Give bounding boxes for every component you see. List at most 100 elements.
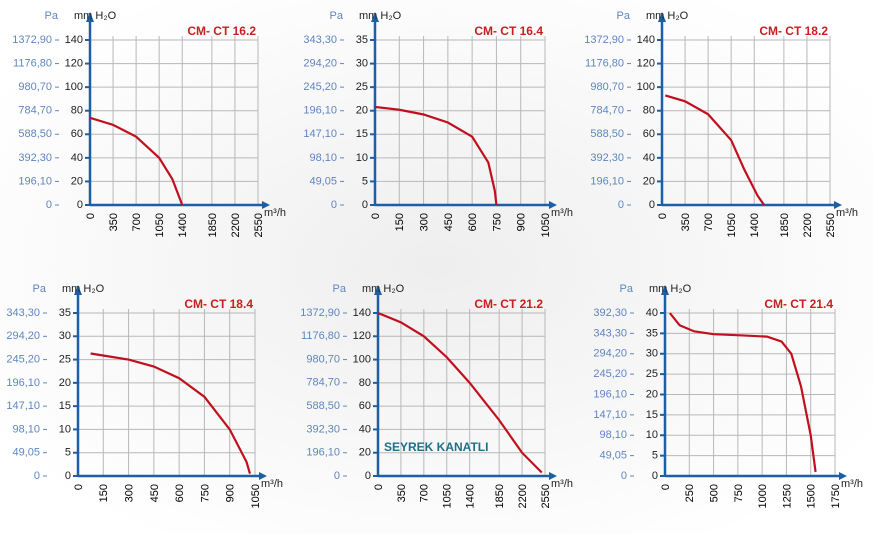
y-tick-label: 60 bbox=[359, 400, 371, 412]
y-axis-label: mm H₂O bbox=[646, 10, 689, 22]
chart-title: CM- CT 21.4 bbox=[764, 297, 833, 311]
y-tick-label: 40 bbox=[359, 423, 371, 435]
y-tick-label: 120 bbox=[65, 57, 83, 69]
x-tick-label: 900 bbox=[516, 213, 528, 231]
y-tick-label: 10 bbox=[356, 152, 368, 164]
y2-axis-label: Pa bbox=[620, 283, 634, 295]
y-tick-label: 30 bbox=[356, 57, 368, 69]
x-tick-label: 600 bbox=[467, 213, 479, 231]
y2-axis-label: Pa bbox=[617, 10, 631, 22]
y-axis-label: mm H₂O bbox=[362, 283, 405, 295]
y2-tick-label: 49,05 bbox=[599, 450, 627, 462]
x-tick-label: 500 bbox=[708, 484, 720, 502]
y2-tick-label: 784,70 bbox=[306, 377, 340, 389]
y2-tick-label: 196,10 bbox=[590, 175, 624, 187]
y2-tick-label: 196,10 bbox=[18, 175, 52, 187]
y2-axis-label: Pa bbox=[330, 10, 344, 22]
x-tick-label: 2200 bbox=[802, 213, 814, 237]
x-tick-label: 750 bbox=[733, 484, 745, 502]
y-tick-label: 10 bbox=[59, 423, 71, 435]
y-axis-arrow bbox=[374, 285, 382, 295]
x-tick-label: 1400 bbox=[749, 213, 761, 237]
y2-tick-label: 588,50 bbox=[590, 128, 624, 140]
y-axis-arrow bbox=[658, 12, 666, 22]
y2-tick-label: 1176,80 bbox=[301, 330, 340, 342]
y-tick-label: 25 bbox=[646, 368, 658, 380]
curve bbox=[377, 311, 543, 474]
y2-tick-label: 1176,80 bbox=[13, 57, 52, 69]
y-tick-label: 40 bbox=[646, 307, 658, 319]
y2-axis-label: Pa bbox=[33, 283, 47, 295]
y2-tick-label: 1176,80 bbox=[585, 57, 624, 69]
y2-tick-label: 343,30 bbox=[6, 307, 40, 319]
x-axis-arrow bbox=[834, 201, 842, 209]
x-tick-label: 700 bbox=[703, 213, 715, 231]
x-tick-label: 0 bbox=[660, 484, 672, 490]
curve bbox=[374, 105, 498, 206]
y-tick-label: 30 bbox=[646, 348, 658, 360]
y-tick-label: 5 bbox=[65, 447, 71, 459]
y2-axis-label: Pa bbox=[45, 10, 59, 22]
y2-tick-label: 0 bbox=[618, 199, 624, 211]
y-tick-label: 10 bbox=[646, 429, 658, 441]
y2-tick-label: 245,20 bbox=[593, 368, 627, 380]
y2-tick-label: 392,30 bbox=[18, 152, 52, 164]
x-tick-label: 1050 bbox=[154, 213, 166, 237]
chart-title: CM- CT 18.4 bbox=[184, 297, 253, 311]
x-tick-label: 1850 bbox=[207, 213, 219, 237]
y2-tick-label: 49,05 bbox=[309, 175, 337, 187]
y-tick-label: 140 bbox=[353, 307, 371, 319]
x-tick-label: 1400 bbox=[177, 213, 189, 237]
x-tick-label: 1050 bbox=[250, 484, 262, 508]
x-tick-label: 0 bbox=[85, 213, 97, 219]
y-tick-label: 20 bbox=[59, 377, 71, 389]
y-tick-label: 20 bbox=[646, 388, 658, 400]
annotation: SEYREK KANATLI bbox=[384, 440, 488, 454]
x-tick-label: 2550 bbox=[253, 213, 265, 237]
y-tick-label: 60 bbox=[643, 128, 655, 140]
y-tick-label: 140 bbox=[65, 34, 83, 46]
y-tick-label: 40 bbox=[71, 152, 83, 164]
x-tick-label: 1050 bbox=[540, 213, 552, 237]
y2-tick-label: 245,20 bbox=[6, 353, 40, 365]
y-tick-label: 5 bbox=[362, 175, 368, 187]
x-axis-label: m³/h bbox=[836, 207, 858, 219]
x-tick-label: 150 bbox=[394, 213, 406, 231]
chart-title: CM- CT 16.4 bbox=[474, 24, 543, 38]
x-tick-label: 1050 bbox=[442, 484, 454, 508]
y2-tick-label: 147,10 bbox=[6, 400, 40, 412]
x-tick-label: 450 bbox=[443, 213, 455, 231]
y-tick-label: 20 bbox=[356, 105, 368, 117]
y2-tick-label: 245,20 bbox=[303, 81, 337, 93]
y-tick-label: 0 bbox=[65, 470, 71, 482]
y-tick-label: 0 bbox=[362, 199, 368, 211]
x-axis-label: m³/h bbox=[841, 478, 863, 490]
x-tick-label: 750 bbox=[199, 484, 211, 502]
x-axis-label: m³/h bbox=[551, 478, 573, 490]
y2-tick-label: 1372,90 bbox=[300, 307, 340, 319]
y2-tick-label: 98,10 bbox=[309, 152, 337, 164]
x-tick-label: 350 bbox=[680, 213, 692, 231]
x-tick-label: 700 bbox=[131, 213, 143, 231]
y-tick-label: 20 bbox=[643, 175, 655, 187]
y2-tick-label: 1372,90 bbox=[584, 34, 624, 46]
y2-tick-label: 392,30 bbox=[306, 423, 340, 435]
y2-tick-label: 1372,90 bbox=[12, 34, 52, 46]
curve bbox=[89, 116, 184, 206]
y-tick-label: 5 bbox=[652, 450, 658, 462]
y-axis-label: mm H₂O bbox=[74, 10, 117, 22]
y2-tick-label: 196,10 bbox=[593, 388, 627, 400]
curve bbox=[668, 312, 817, 473]
y2-tick-label: 343,30 bbox=[303, 34, 337, 46]
x-tick-label: 250 bbox=[684, 484, 696, 502]
x-tick-label: 0 bbox=[373, 484, 385, 490]
y-tick-label: 120 bbox=[353, 330, 371, 342]
y-tick-label: 35 bbox=[646, 327, 658, 339]
y2-tick-label: 49,05 bbox=[12, 447, 40, 459]
x-tick-label: 1850 bbox=[779, 213, 791, 237]
y2-tick-label: 343,30 bbox=[593, 327, 627, 339]
x-tick-label: 300 bbox=[418, 213, 430, 231]
y2-axis-label: Pa bbox=[333, 283, 347, 295]
